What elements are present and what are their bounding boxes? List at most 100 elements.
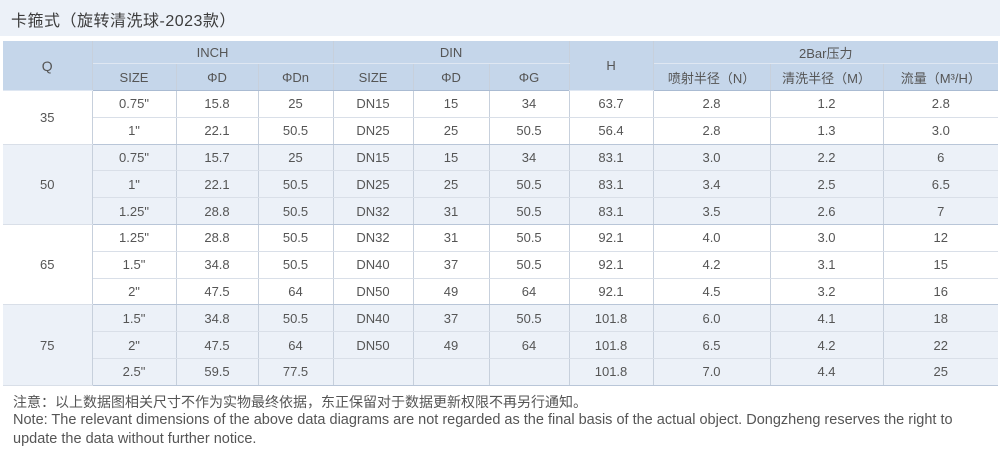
table-cell: 12 xyxy=(883,224,999,252)
table-cell: 31 xyxy=(413,224,490,252)
table-cell: 25 xyxy=(413,117,490,145)
table-cell: 3.0 xyxy=(770,224,884,252)
table-row: 35 0.75" 15.8 25 DN15 15 34 63.7 2.8 1.2 2.8 xyxy=(3,90,999,145)
table-row: 1.25" 28.8 50.5 DN32 31 50.5 83.1 3.5 2.6 7 xyxy=(3,197,999,225)
table-cell: 6.0 xyxy=(653,304,771,333)
table-cell: 4.2 xyxy=(770,331,884,359)
table-cell xyxy=(489,358,570,386)
table-cell: 2" xyxy=(92,278,177,306)
table-cell: 83.1 xyxy=(569,170,654,199)
table-cell xyxy=(413,358,490,386)
table-cell: 50.5 xyxy=(258,304,334,333)
table-cell: 22.1 xyxy=(176,117,259,145)
page-title: 卡箍式（旋转清洗球-2023款） xyxy=(11,13,236,30)
table-cell: 92.1 xyxy=(569,278,654,306)
table-cell: 2.2 xyxy=(770,144,884,172)
table-cell: 47.5 xyxy=(176,278,259,306)
table-cell: 0.75" xyxy=(92,144,177,172)
table-cell: 34.8 xyxy=(176,304,259,333)
table-cell: 6.5 xyxy=(653,331,771,359)
col-group-inch: INCH xyxy=(92,41,334,64)
table-cell: 28.8 xyxy=(176,224,259,252)
table-cell: 4.1 xyxy=(770,304,884,333)
table-cell: 16 xyxy=(883,278,999,306)
table-cell: 15 xyxy=(413,144,490,172)
table-cell: DN15 xyxy=(333,90,414,118)
q-cell: 50 xyxy=(3,144,93,225)
table-cell: 50.5 xyxy=(258,197,334,225)
table-cell: 6 xyxy=(883,144,999,172)
table-cell: 1.2 xyxy=(770,90,884,118)
table-cell: 92.1 xyxy=(569,224,654,252)
table-cell: 3.1 xyxy=(770,251,884,279)
table-cell: 2.8 xyxy=(653,90,771,118)
title-bar: 卡箍式（旋转清洗球-2023款） xyxy=(0,0,1000,36)
table-cell: 37 xyxy=(413,251,490,279)
header-row-top: Q INCH DIN H 2Bar压力 xyxy=(3,41,999,91)
table-cell: 22 xyxy=(883,331,999,359)
q-cell: 35 xyxy=(3,90,93,145)
q-cell: 65 xyxy=(3,224,93,306)
table-cell: 1.3 xyxy=(770,117,884,145)
table-body: 35 0.75" 15.8 25 DN15 15 34 63.7 2.8 1.2 2.8 1" 22.1… xyxy=(3,90,999,386)
table-cell: 25 xyxy=(258,144,334,172)
table-cell: 3.2 xyxy=(770,278,884,306)
table-cell: 101.8 xyxy=(569,358,654,386)
table-cell: 3.0 xyxy=(653,144,771,172)
table-cell: 34 xyxy=(489,144,570,172)
table-cell: 50.5 xyxy=(258,224,334,252)
table-row: 2" 47.5 64 DN50 49 64 92.1 4.5 3.2 16 xyxy=(3,278,999,306)
table-cell: DN25 xyxy=(333,170,414,199)
table-cell: DN32 xyxy=(333,224,414,252)
table-row: 1" 22.1 50.5 DN25 25 50.5 83.1 3.4 2.5 6.5 xyxy=(3,170,999,199)
table-cell: 50.5 xyxy=(258,117,334,145)
col-clean-radius: 清洗半径（M） xyxy=(770,63,884,91)
table-cell: 50.5 xyxy=(489,170,570,199)
table-cell: 49 xyxy=(413,278,490,306)
table-cell: 25 xyxy=(413,170,490,199)
table-cell: 15 xyxy=(413,90,490,118)
table-cell: 6.5 xyxy=(883,170,999,199)
table-cell: 34 xyxy=(489,90,570,118)
table-cell: 49 xyxy=(413,331,490,359)
table-cell: 50.5 xyxy=(489,224,570,252)
table-cell: 64 xyxy=(258,278,334,306)
table-cell: 7 xyxy=(883,197,999,225)
table-cell: 25 xyxy=(258,90,334,118)
table-cell: 92.1 xyxy=(569,251,654,279)
table-cell: DN50 xyxy=(333,331,414,359)
table-cell: DN40 xyxy=(333,304,414,333)
col-spray-radius: 喷射半径（N） xyxy=(653,63,771,91)
q-cell: 75 xyxy=(3,304,93,386)
table-cell: 2.8 xyxy=(653,117,771,145)
table-cell: 31 xyxy=(413,197,490,225)
table-cell: 4.2 xyxy=(653,251,771,279)
table-row: 1" 22.1 50.5 DN25 25 50.5 56.4 2.8 1.3 3.0 xyxy=(3,117,999,145)
table-cell: DN15 xyxy=(333,144,414,172)
table-cell: 15 xyxy=(883,251,999,279)
col-din-phi-d: ΦD xyxy=(413,63,490,91)
spec-table: Q INCH DIN H 2Bar压力 SIZE ΦD ΦDn SIZE ΦD … xyxy=(3,41,999,386)
table-row: 2.5" 59.5 77.5 101.8 7.0 4.4 25 xyxy=(3,358,999,386)
table-cell: 77.5 xyxy=(258,358,334,386)
table-cell: 3.5 xyxy=(653,197,771,225)
note-english: Note: The relevant dimensions of the abo… xyxy=(13,412,953,447)
table-cell: 1.25" xyxy=(92,224,177,252)
col-h: H xyxy=(569,41,654,91)
table-cell: 2.6 xyxy=(770,197,884,225)
table-cell: 63.7 xyxy=(569,90,654,118)
table-cell: 2.5 xyxy=(770,170,884,199)
table-cell: 15.8 xyxy=(176,90,259,118)
table-cell: 3.4 xyxy=(653,170,771,199)
table-cell: 64 xyxy=(258,331,334,359)
table-cell: 50.5 xyxy=(258,170,334,199)
table-cell: 0.75" xyxy=(92,90,177,118)
header-row-bottom: SIZE ΦD ΦDn SIZE ΦD ΦG 喷射半径（N） 清洗半径（M） 流… xyxy=(3,63,999,91)
table-cell: 25 xyxy=(883,358,999,386)
table-cell: DN32 xyxy=(333,197,414,225)
table-cell: 50.5 xyxy=(489,117,570,145)
table-row: 65 1.25" 28.8 50.5 DN32 31 50.5 92.1 4.0 3.0 12 xyxy=(3,224,999,306)
col-group-din: DIN xyxy=(333,41,570,64)
table-cell: 50.5 xyxy=(258,251,334,279)
table-cell: 4.4 xyxy=(770,358,884,386)
